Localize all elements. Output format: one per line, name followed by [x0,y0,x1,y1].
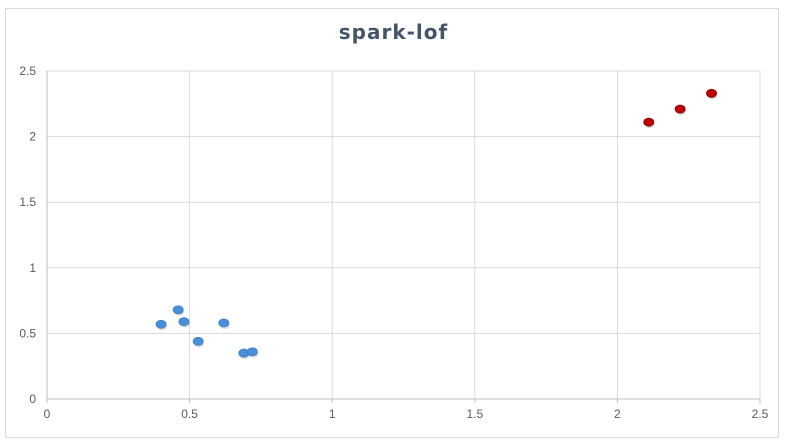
grid-lines [47,70,761,399]
x-tick-label: 2.5 [752,407,769,421]
data-point [192,336,204,346]
data-point [172,305,184,315]
y-tick-label: 0 [29,392,36,406]
outlier-point [674,104,686,114]
chart-frame [5,8,779,438]
x-tick-label: 1.5 [466,407,483,421]
tick-labels: 0 0.5 1 1.5 2 2.5 0 0.5 1 1.5 2 2.5 [19,64,768,421]
data-point [246,347,258,357]
x-tick-label: 2 [614,407,621,421]
y-tick-label: 2.5 [19,64,36,78]
x-tick-label: 0 [44,407,51,421]
chart-title: spark-lof [338,20,449,44]
x-tick-label: 0.5 [181,407,198,421]
data-point [178,317,190,326]
y-tick-label: 1 [29,261,36,275]
outlier-point [706,88,717,98]
x-tick-label: 1 [329,407,336,421]
axes [46,71,761,403]
y-tick-label: 2 [29,130,36,144]
data-point [155,319,167,329]
data-point [218,318,230,328]
y-tick-label: 1.5 [19,195,36,209]
outlier-point [643,117,655,127]
y-tick-label: 0.5 [19,326,36,340]
data-points [155,88,718,360]
